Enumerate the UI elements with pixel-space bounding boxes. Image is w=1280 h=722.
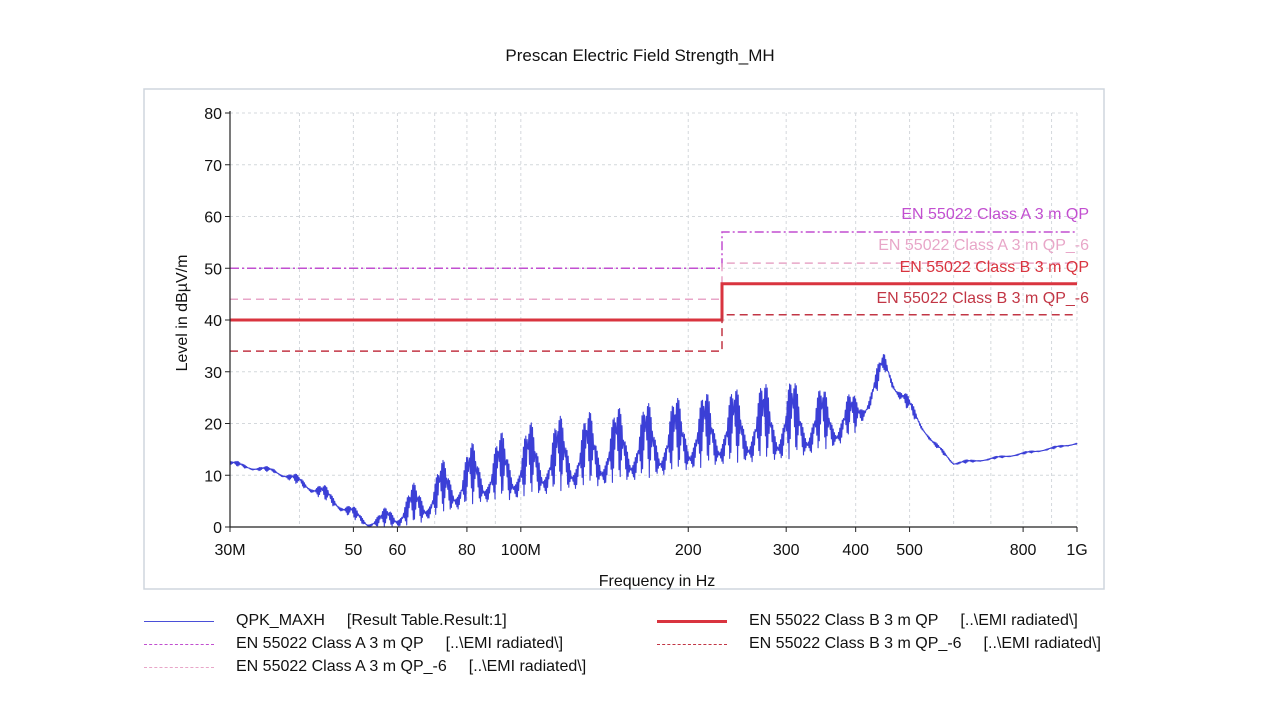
x-tick-label: 100M	[501, 542, 541, 559]
y-tick-label: 20	[204, 417, 222, 434]
x-tick-label: 80	[458, 542, 476, 559]
legend-entry: EN 55022 Class B 3 m QP_-6 [..\EMI radiat…	[657, 635, 1101, 653]
legend-entry: EN 55022 Class B 3 m QP [..\EMI radiated\…	[657, 612, 1078, 630]
x-tick-label: 500	[896, 542, 923, 559]
plot-frame	[143, 88, 1105, 590]
x-tick-label: 60	[389, 542, 407, 559]
legend-swatch	[144, 620, 214, 622]
y-tick-label: 40	[204, 313, 222, 330]
legend-name: EN 55022 Class B 3 m QP	[749, 612, 939, 629]
series-layer	[229, 354, 1078, 528]
y-tick-label: 0	[213, 520, 222, 537]
y-tick-label: 60	[204, 210, 222, 227]
x-axis-label: Frequency in Hz	[599, 573, 716, 590]
limit-label: EN 55022 Class B 3 m QP	[900, 259, 1089, 276]
y-tick-label: 30	[204, 365, 222, 382]
x-tick-label: 800	[1010, 542, 1037, 559]
y-tick-label: 70	[204, 158, 222, 175]
x-tick-label: 400	[842, 542, 869, 559]
x-tick-label: 1G	[1066, 542, 1087, 559]
x-tick-label: 200	[675, 542, 702, 559]
limit-line	[230, 262, 1077, 301]
y-tick-label: 50	[204, 261, 222, 278]
legend-swatch	[657, 643, 727, 645]
grid-layer	[229, 112, 1078, 528]
limit-label: EN 55022 Class A 3 m QP	[901, 206, 1089, 223]
legend-name: QPK_MAXH	[236, 612, 325, 629]
limit-line	[230, 231, 1077, 270]
legend-swatch	[657, 619, 727, 623]
limit-label: EN 55022 Class A 3 m QP_-6	[878, 237, 1089, 254]
limit-label: EN 55022 Class B 3 m QP_-6	[876, 290, 1089, 307]
legend-name: EN 55022 Class A 3 m QP	[236, 635, 424, 652]
chart-title: Prescan Electric Field Strength_MH	[505, 46, 775, 65]
y-tick-label: 80	[204, 106, 222, 123]
legend-entry: QPK_MAXH [Result Table.Result:1]	[144, 612, 507, 630]
y-axis-label: Level in dBµV/m	[174, 255, 191, 372]
y-tick-label: 10	[204, 468, 222, 485]
axis-layer: 0 10 20 30 40 50 60 70 80 30M 50 60 80 100M 200 300 400 5…	[204, 106, 1087, 559]
series-line-qpk_maxh	[229, 354, 1078, 528]
legend-name: EN 55022 Class B 3 m QP_-6	[749, 635, 962, 652]
legend-swatch	[144, 666, 214, 668]
limit-line	[230, 282, 1077, 322]
legend-source: [..\EMI radiated\]	[445, 635, 564, 652]
legend-source: [..\EMI radiated\]	[960, 612, 1078, 629]
legend-name: EN 55022 Class A 3 m QP_-6	[236, 658, 447, 675]
legend-entry: EN 55022 Class A 3 m QP_-6 [..\EMI radiat…	[144, 658, 586, 676]
x-tick-label: 300	[773, 542, 800, 559]
legend-entry: EN 55022 Class A 3 m QP [..\EMI radiated\…	[144, 635, 563, 653]
legend-swatch	[144, 643, 214, 645]
x-tick-label: 30M	[214, 542, 245, 559]
limit-layer: EN 55022 Class A 3 m QP EN 55022 Class A …	[230, 206, 1089, 352]
x-tick-label: 50	[344, 542, 362, 559]
legend-source: [..\EMI radiated\]	[983, 635, 1101, 652]
limit-line	[230, 314, 1077, 352]
legend-source: [Result Table.Result:1]	[346, 612, 507, 629]
legend-source: [..\EMI radiated\]	[468, 658, 587, 675]
